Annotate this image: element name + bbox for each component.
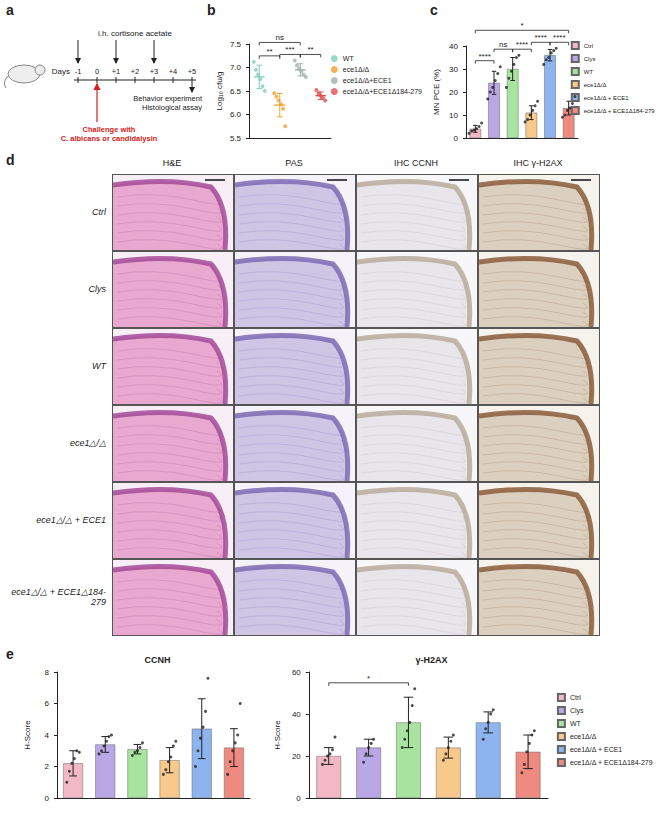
svg-text:****: **** — [553, 33, 565, 42]
svg-text:Challenge with: Challenge with — [83, 125, 136, 134]
svg-text:ns: ns — [276, 33, 284, 42]
html-text:ece1△/△ + ECE1: ece1△/△ + ECE1 — [36, 514, 106, 525]
html-text:IHC CCNH: IHC CCNH — [394, 158, 438, 168]
html-text:ece1△/△ + ECE1△184-279: ece1△/△ + ECE1△184-279 — [11, 586, 106, 607]
svg-text:***: *** — [285, 45, 294, 54]
svg-text:6.5: 6.5 — [230, 87, 242, 96]
svg-text:20: 20 — [292, 752, 301, 761]
svg-text:CCNH: CCNH — [145, 655, 171, 665]
html-text:IHC γ-H2AX: IHC γ-H2AX — [513, 158, 563, 168]
svg-text:8: 8 — [45, 668, 50, 677]
svg-text:2: 2 — [45, 762, 50, 771]
svg-text:*: * — [520, 21, 523, 30]
svg-text:Clys: Clys — [570, 707, 584, 715]
svg-text:40: 40 — [292, 710, 301, 719]
svg-text:+3: +3 — [150, 67, 159, 76]
svg-text:6: 6 — [45, 699, 50, 708]
svg-text:5.5: 5.5 — [230, 134, 242, 143]
html-text:ece1△/△: ece1△/△ — [70, 437, 106, 448]
svg-text:ece1Δ/Δ + ECE1Δ184-279: ece1Δ/Δ + ECE1Δ184-279 — [570, 759, 653, 766]
svg-text:ns: ns — [499, 40, 507, 49]
html-text:d: d — [6, 152, 15, 168]
html-text:a: a — [6, 2, 14, 18]
svg-text:ece1Δ/Δ + ECE1: ece1Δ/Δ + ECE1 — [584, 95, 630, 101]
svg-text:Behavior experiment: Behavior experiment — [133, 94, 203, 103]
svg-text:****: **** — [534, 33, 546, 42]
svg-text:MN PCE (%): MN PCE (%) — [432, 69, 441, 115]
html-text:H&E: H&E — [162, 158, 182, 168]
svg-text:γ-H2AX: γ-H2AX — [415, 655, 447, 665]
svg-text:4: 4 — [45, 731, 50, 740]
svg-text:H-Score: H-Score — [273, 720, 282, 750]
svg-text:+4: +4 — [169, 67, 178, 76]
svg-text:0: 0 — [95, 67, 99, 76]
svg-text:**: ** — [307, 45, 313, 54]
svg-text:Clys: Clys — [584, 56, 596, 62]
svg-text:0: 0 — [45, 794, 50, 803]
html-text:b: b — [207, 2, 216, 18]
svg-text:*: * — [367, 674, 370, 683]
svg-text:i.h. cortisone acetate: i.h. cortisone acetate — [98, 29, 172, 38]
svg-text:Ctrl: Ctrl — [570, 694, 581, 701]
svg-text:+5: +5 — [188, 67, 197, 76]
html-text:e: e — [6, 646, 14, 662]
svg-text:C. albicans or candidalysin: C. albicans or candidalysin — [61, 134, 158, 143]
svg-text:**: ** — [266, 47, 272, 56]
svg-text:****: **** — [516, 40, 528, 49]
svg-text:60: 60 — [292, 668, 301, 677]
svg-text:+1: +1 — [112, 67, 121, 76]
svg-text:WT: WT — [570, 720, 582, 727]
svg-text:20: 20 — [449, 88, 458, 97]
svg-text:Ctrl: Ctrl — [584, 43, 593, 49]
html-text:Clys: Clys — [88, 283, 106, 294]
svg-text:ece1Δ/Δ + ECE1Δ184-279: ece1Δ/Δ + ECE1Δ184-279 — [584, 108, 656, 114]
svg-text:Log₁₀ cfu/g: Log₁₀ cfu/g — [215, 72, 224, 111]
svg-text:ece1Δ/Δ+ECE1: ece1Δ/Δ+ECE1 — [343, 77, 392, 84]
svg-text:7.5: 7.5 — [230, 40, 242, 49]
svg-text:ece1Δ/Δ: ece1Δ/Δ — [584, 82, 607, 88]
svg-text:WT: WT — [584, 69, 594, 75]
svg-text:****: **** — [478, 52, 490, 61]
svg-text:H-Score: H-Score — [23, 720, 32, 750]
html-text:PAS: PAS — [285, 158, 303, 168]
html-text:WT: WT — [92, 360, 106, 371]
svg-text:Days: Days — [52, 67, 70, 76]
html-text:Ctrl: Ctrl — [92, 206, 106, 217]
html-text:c: c — [430, 2, 438, 18]
svg-text:WT: WT — [343, 55, 355, 62]
svg-text:0: 0 — [454, 134, 459, 143]
svg-text:0: 0 — [296, 794, 301, 803]
svg-text:-1: -1 — [75, 67, 82, 76]
svg-text:40: 40 — [449, 42, 458, 51]
svg-text:Histological assay: Histological assay — [142, 103, 202, 112]
svg-text:ece1Δ/Δ: ece1Δ/Δ — [570, 733, 597, 740]
svg-text:ece1Δ/Δ + ECE1: ece1Δ/Δ + ECE1 — [570, 746, 622, 753]
svg-text:7.0: 7.0 — [230, 63, 242, 72]
svg-text:6.0: 6.0 — [230, 110, 242, 119]
svg-text:30: 30 — [449, 65, 458, 74]
svg-text:+2: +2 — [131, 67, 140, 76]
svg-text:ece1Δ/Δ+ECE1Δ184-279: ece1Δ/Δ+ECE1Δ184-279 — [343, 88, 422, 95]
svg-text:10: 10 — [449, 111, 458, 120]
svg-text:ece1Δ/Δ: ece1Δ/Δ — [343, 66, 370, 73]
